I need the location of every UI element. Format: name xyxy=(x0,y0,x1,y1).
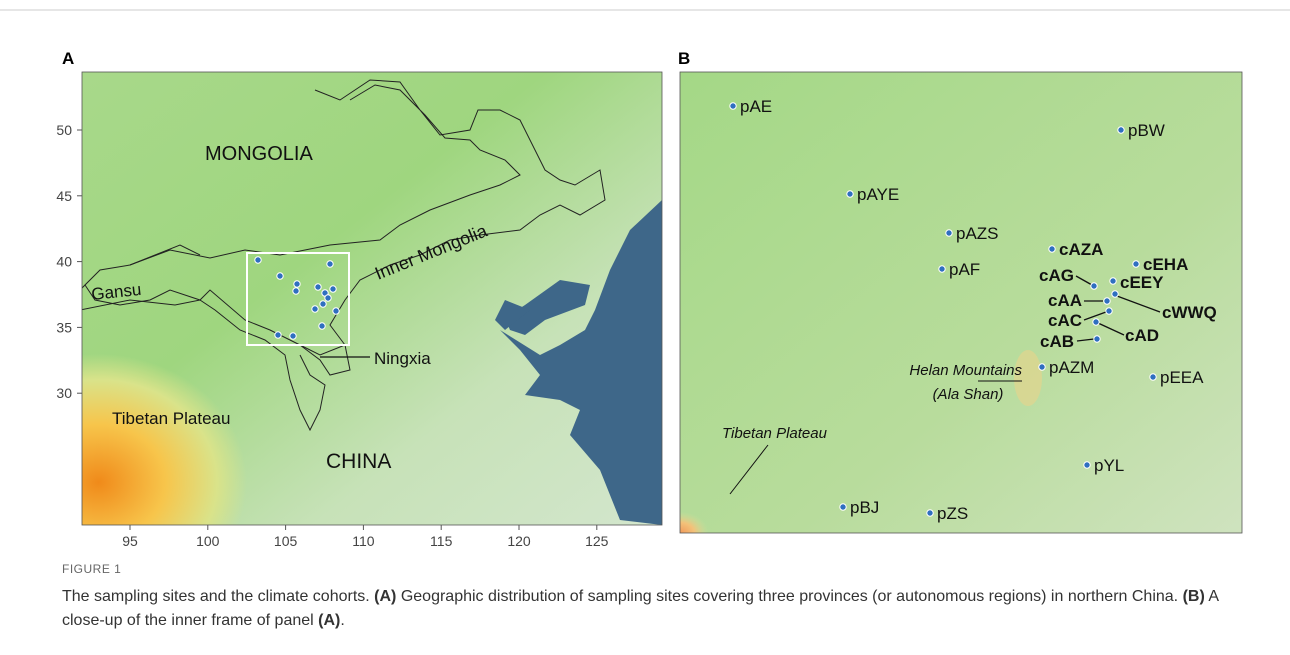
page: {"panel_a":{"label":"A","xticks":[95,100… xyxy=(0,0,1290,655)
y-tick-label: 40 xyxy=(56,254,72,270)
caption-segment: Geographic distribution of sampling site… xyxy=(396,588,1182,605)
x-tick-label: 105 xyxy=(274,533,298,549)
site-dot xyxy=(294,281,300,287)
x-tick-label: 95 xyxy=(122,533,138,549)
panel-label: B xyxy=(678,49,690,68)
cohort-label: cAG xyxy=(1039,266,1074,285)
cohort-label: cAZA xyxy=(1059,240,1103,259)
cohort-label: cEHA xyxy=(1143,255,1188,274)
x-tick-label: 120 xyxy=(507,533,531,549)
x-tick-label: 110 xyxy=(352,533,375,549)
caption-segment: . xyxy=(340,612,344,629)
site-dot xyxy=(320,301,326,307)
site-label: pAF xyxy=(949,260,980,279)
cohort-dot xyxy=(1104,298,1110,304)
x-tick-label: 125 xyxy=(585,533,609,549)
caption-title: The sampling sites and the climate cohor… xyxy=(62,588,370,605)
y-tick-label: 35 xyxy=(56,319,72,335)
site-label: pZS xyxy=(937,504,968,523)
cohort-label: cAD xyxy=(1125,326,1159,345)
y-tick-label: 30 xyxy=(56,385,72,401)
cohort-dot xyxy=(1094,336,1100,342)
cohort-label: cAC xyxy=(1048,311,1082,330)
x-tick-label: 100 xyxy=(196,533,220,549)
site-dot xyxy=(312,306,318,312)
site-label: pBW xyxy=(1128,121,1165,140)
site-label: pAZM xyxy=(1049,358,1094,377)
cohort-label: cEEY xyxy=(1120,273,1164,292)
cohort-label: cWWQ xyxy=(1162,303,1217,322)
cohort-dot xyxy=(1133,261,1139,267)
cohort-dot xyxy=(1091,283,1097,289)
site-dot xyxy=(293,288,299,294)
site-dot xyxy=(1118,127,1124,133)
site-dot xyxy=(255,257,261,263)
region-label: Tibetan Plateau xyxy=(112,409,230,428)
cohort-label: cAB xyxy=(1040,332,1074,351)
site-label: pAE xyxy=(740,97,772,116)
y-tick-label: 45 xyxy=(56,188,72,204)
figure-label: FIGURE 1 xyxy=(62,562,1252,576)
annotation: (Ala Shan) xyxy=(933,386,1004,403)
map-b xyxy=(680,72,1242,533)
site-dot xyxy=(840,504,846,510)
site-dot xyxy=(277,273,283,279)
panel-label: A xyxy=(62,49,74,68)
annotation: Helan Mountains xyxy=(909,362,1022,379)
site-dot xyxy=(290,333,296,339)
cohort-dot xyxy=(1049,246,1055,252)
region-label: CHINA xyxy=(326,450,391,473)
caption-text: The sampling sites and the climate cohor… xyxy=(62,585,1252,633)
cohort-dot xyxy=(1110,278,1116,284)
caption-segment: (A) xyxy=(318,612,340,629)
site-dot xyxy=(330,286,336,292)
annotation: Tibetan Plateau xyxy=(722,425,828,442)
site-label: pAYE xyxy=(857,185,899,204)
caption-segment: (B) xyxy=(1183,588,1205,605)
x-tick-label: 115 xyxy=(430,533,453,549)
site-dot xyxy=(927,510,933,516)
site-dot xyxy=(939,266,945,272)
cohort-dot xyxy=(1112,291,1118,297)
site-dot xyxy=(847,191,853,197)
site-dot xyxy=(275,332,281,338)
y-tick-label: 50 xyxy=(56,122,72,138)
cohort-label: cAA xyxy=(1048,291,1082,310)
site-label: pYL xyxy=(1094,456,1124,475)
site-dot xyxy=(946,230,952,236)
cohort-dot xyxy=(1093,319,1099,325)
caption-segment: (A) xyxy=(374,588,396,605)
region-label: MONGOLIA xyxy=(205,143,313,165)
site-dot xyxy=(325,295,331,301)
site-dot xyxy=(730,103,736,109)
figure: A B 95 100 105 110 115 120 125 50 45 40 35 30 MONGOL… xyxy=(0,0,1290,555)
site-dot xyxy=(319,323,325,329)
caption: FIGURE 1 The sampling sites and the clim… xyxy=(62,562,1252,633)
site-dot xyxy=(1039,364,1045,370)
site-dot xyxy=(1084,462,1090,468)
site-dot xyxy=(315,284,321,290)
site-dot xyxy=(1150,374,1156,380)
site-label: pAZS xyxy=(956,224,999,243)
site-dot xyxy=(327,261,333,267)
site-label: pBJ xyxy=(850,498,879,517)
cohort-dot xyxy=(1106,308,1112,314)
site-label: pEEA xyxy=(1160,368,1204,387)
region-label: Ningxia xyxy=(374,349,431,368)
site-dot xyxy=(333,308,339,314)
